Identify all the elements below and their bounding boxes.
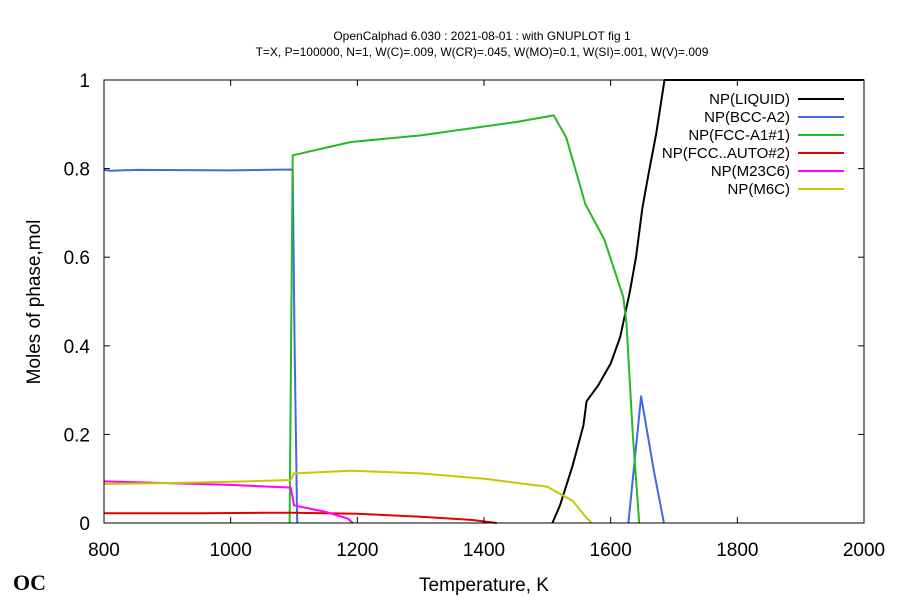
y-tick-label: 0.2: [64, 425, 90, 446]
chart-title-line-1: OpenCalphad 6.030 : 2021-08-01 : with GN…: [333, 29, 631, 43]
y-tick-label: 0.8: [64, 160, 90, 181]
x-tick-label: 1200: [336, 540, 378, 561]
y-tick-label: 0.6: [64, 248, 90, 269]
series-line-3: [104, 511, 497, 524]
legend-label: NP(LIQUID): [709, 91, 790, 108]
x-tick-label: 2000: [843, 540, 885, 561]
opencalphad-logo: OC: [13, 570, 46, 595]
x-axis-label: Temperature, K: [419, 575, 549, 596]
series-line-0: [551, 79, 864, 524]
legend-label: NP(BCC-A2): [704, 109, 790, 126]
y-tick-label: 0.4: [64, 337, 91, 358]
legend-label: NP(FCC..AUTO#2): [662, 145, 790, 162]
series-line-4: [103, 480, 354, 524]
chart-title-line-2: T=X, P=100000, N=1, W(C)=.009, W(CR)=.04…: [256, 45, 709, 59]
x-tick-label: 1600: [590, 540, 632, 561]
legend-label: NP(FCC-A1#1): [688, 127, 790, 144]
series-line-2: [288, 114, 641, 524]
series-line-5: [103, 469, 593, 524]
series-line-1: [103, 168, 299, 524]
y-tick-label: 1: [79, 71, 90, 92]
x-tick-label: 1800: [716, 540, 758, 561]
x-tick-label: 800: [88, 540, 120, 561]
x-tick-label: 1000: [210, 540, 252, 561]
x-tick-label: 1400: [463, 540, 505, 561]
y-axis-label: Moles of phase,mol: [24, 220, 45, 385]
legend-label: NP(M6C): [728, 181, 791, 198]
y-tick-label: 0: [79, 514, 90, 535]
legend-label: NP(M23C6): [711, 163, 790, 180]
